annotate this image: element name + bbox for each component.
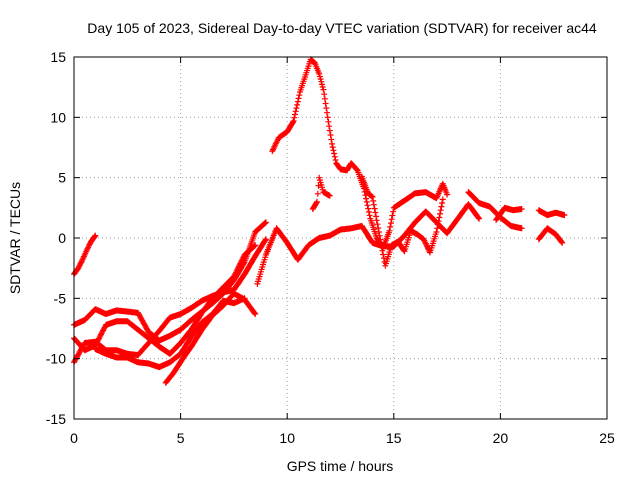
x-tick-label: 20	[493, 430, 509, 446]
data-points	[71, 56, 568, 386]
chart-title: Day 105 of 2023, Sidereal Day-to-day VTE…	[87, 20, 597, 36]
x-tick-label: 15	[386, 430, 402, 446]
x-axis-label: GPS time / hours	[287, 458, 394, 474]
plus-markers	[358, 173, 446, 269]
series-track-l	[493, 204, 525, 223]
y-tick-label: -10	[46, 351, 66, 367]
tick-labels: 0 5 10 15 20 25 -15 -10 -5 0 5 10 15	[46, 49, 615, 446]
series-track-m	[535, 207, 568, 219]
series-track-j	[358, 173, 446, 269]
x-tick-label: 0	[70, 430, 78, 446]
y-tick-label: 5	[58, 170, 66, 186]
plus-markers	[493, 204, 525, 223]
x-tick-label: 5	[177, 430, 185, 446]
y-tick-label: 10	[50, 109, 66, 125]
plus-markers	[269, 56, 451, 251]
x-tick-label: 25	[599, 430, 615, 446]
series-track-h	[269, 56, 451, 251]
grid-lines	[74, 57, 607, 419]
axis-ticks	[73, 56, 608, 420]
plus-markers	[535, 207, 568, 219]
y-tick-label: 0	[58, 230, 66, 246]
plus-markers	[535, 225, 566, 246]
y-axis-label: SDTVAR / TECUs	[7, 182, 23, 294]
plus-markers	[309, 174, 333, 212]
series-track-f	[162, 290, 259, 386]
y-tick-label: -15	[46, 411, 66, 427]
series-track-i	[309, 174, 333, 212]
y-tick-label: -5	[54, 290, 67, 306]
y-tick-label: 15	[50, 49, 66, 65]
x-tick-label: 10	[279, 430, 295, 446]
series-track-n	[535, 225, 566, 246]
plus-markers	[162, 290, 259, 386]
